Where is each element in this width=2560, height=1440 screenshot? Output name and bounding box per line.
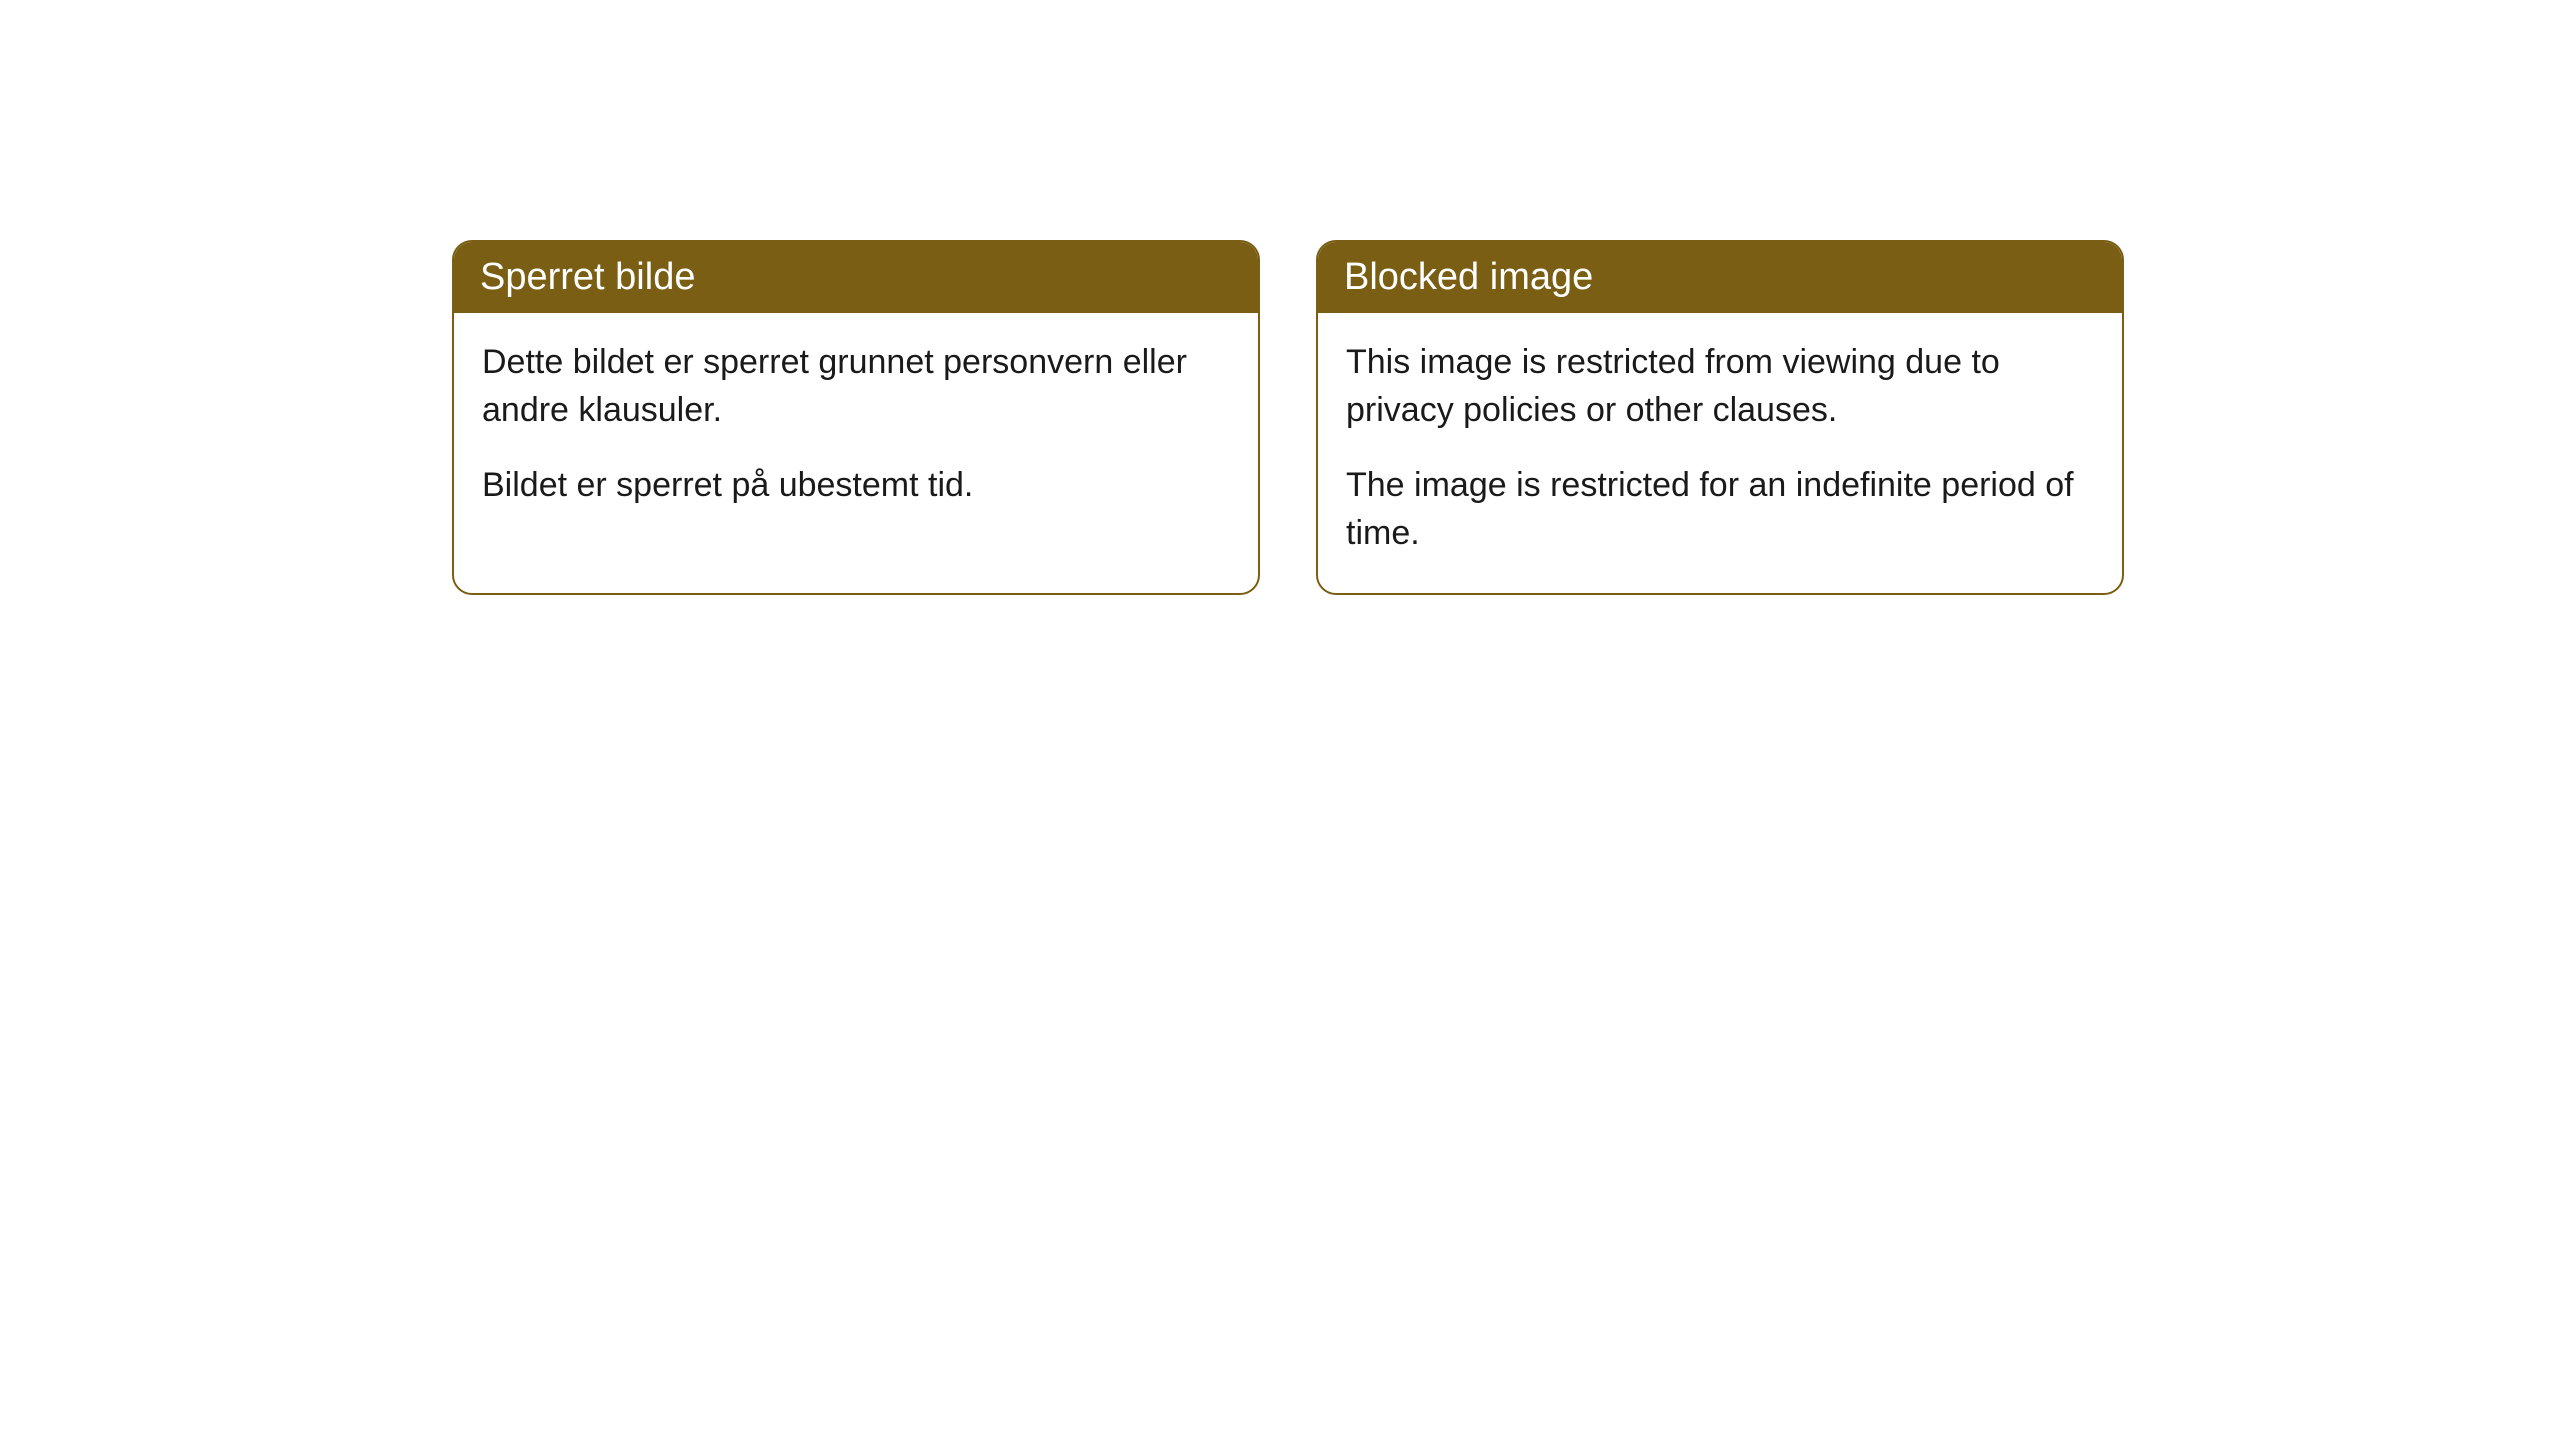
notice-body: This image is restricted from viewing du… [1318,313,2122,593]
notice-body: Dette bildet er sperret grunnet personve… [454,313,1258,546]
notice-paragraph: The image is restricted for an indefinit… [1346,462,2094,557]
notice-card-norwegian: Sperret bilde Dette bildet er sperret gr… [452,240,1260,595]
notice-header: Sperret bilde [454,242,1258,313]
notice-card-english: Blocked image This image is restricted f… [1316,240,2124,595]
notice-container: Sperret bilde Dette bildet er sperret gr… [0,0,2560,595]
notice-header: Blocked image [1318,242,2122,313]
notice-paragraph: This image is restricted from viewing du… [1346,339,2094,434]
notice-paragraph: Dette bildet er sperret grunnet personve… [482,339,1230,434]
notice-paragraph: Bildet er sperret på ubestemt tid. [482,462,1230,510]
